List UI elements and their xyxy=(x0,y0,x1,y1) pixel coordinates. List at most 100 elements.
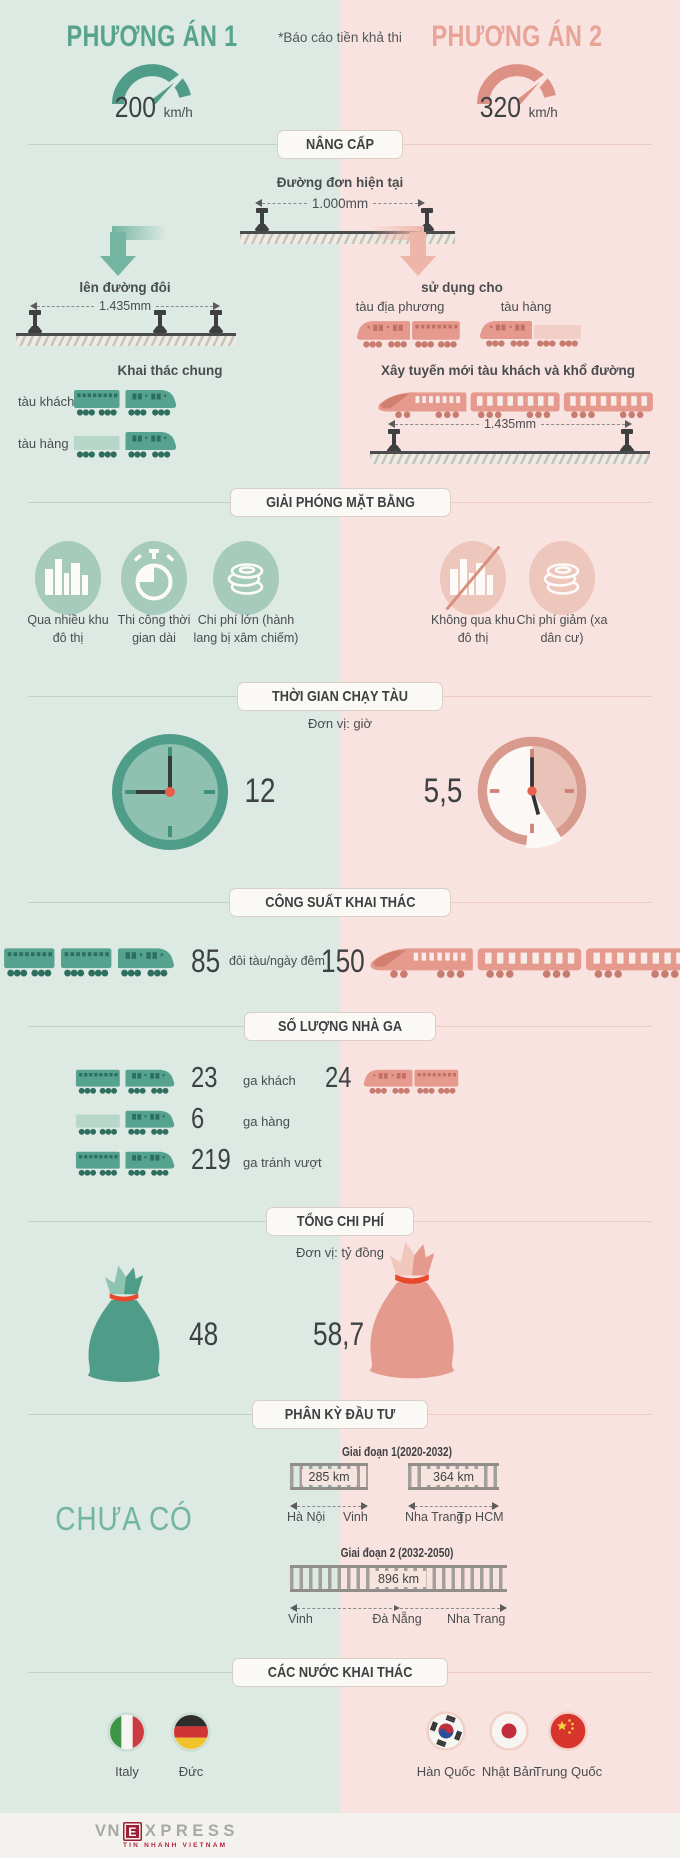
used-for-label: sử dụng cho xyxy=(421,280,503,295)
divider-line xyxy=(448,1671,653,1673)
highspeed-train-graphic xyxy=(371,386,655,419)
option1-speed: 200 km/h xyxy=(111,92,193,125)
freight-train-graphic xyxy=(73,428,178,459)
option2-title: PHƯƠNG ÁN 2 xyxy=(431,20,603,53)
time-value-option2: 5,5 xyxy=(423,772,463,810)
country-label: Đức xyxy=(178,1764,204,1779)
city-label: Vinh xyxy=(288,1612,313,1626)
phase1-title: Giai đoạn 1(2020-2032) xyxy=(342,1444,452,1459)
divider-line xyxy=(414,1220,653,1222)
speedometer-icon xyxy=(477,64,556,108)
local-train-graphic xyxy=(355,317,465,349)
divider-line xyxy=(403,143,653,145)
section-title-box: TỔNG CHI PHÍ xyxy=(265,1206,415,1236)
section-title-box: CÁC NƯỚC KHAI THÁC xyxy=(231,1657,449,1687)
country-label: Nhật Bản xyxy=(481,1764,537,1779)
section-header-phases: PHÂN KỲ ĐẦU TƯ xyxy=(28,1399,653,1429)
passenger-train-graphic xyxy=(73,386,178,417)
cost-unit-label: Đơn vị: tỷ đồng xyxy=(295,1245,385,1260)
logo-vn-text: VN xyxy=(95,1822,121,1840)
section-header-capacity: CÔNG SUẤT KHAI THÁC xyxy=(28,887,653,917)
clearance-item-label: Thi công thời gian dài xyxy=(117,613,191,645)
cost-value-option1: 48 xyxy=(189,1316,219,1352)
city-label: Nha Trang xyxy=(447,1612,506,1626)
south-korea-flag xyxy=(426,1711,466,1751)
freight-row-label: tàu hàng xyxy=(18,436,69,451)
gauge-dimension-1000: 1.000mm xyxy=(255,195,425,211)
stopwatch-icon xyxy=(121,541,187,615)
city-label: Hà Nội xyxy=(287,1510,326,1524)
cost-value-option2: 58,7 xyxy=(313,1316,365,1352)
dimension-line xyxy=(262,202,307,204)
section-title: GIẢI PHÓNG MẶT BẰNG xyxy=(265,493,415,511)
dimension-line xyxy=(541,423,626,425)
current-track-label: Đường đơn hiện tại xyxy=(276,175,404,190)
segment-span-arrow xyxy=(408,1499,499,1513)
gauge-value: 1.435mm xyxy=(98,299,152,313)
divider-line xyxy=(28,501,230,503)
station-row-train xyxy=(362,1066,463,1095)
divider-line xyxy=(436,1025,653,1027)
germany-flag xyxy=(171,1712,211,1752)
money-bag-icon-option2 xyxy=(369,1241,455,1379)
section-title: NÂNG CẤP xyxy=(306,135,375,153)
divider-line xyxy=(28,1220,266,1222)
station-count: 23 xyxy=(191,1062,218,1094)
section-title: CÔNG SUẤT KHAI THÁC xyxy=(264,893,416,911)
gauge-value: 1.000mm xyxy=(311,195,369,211)
rail-profile-icon xyxy=(25,310,45,334)
section-title: PHÂN KỲ ĐẦU TƯ xyxy=(284,1405,396,1423)
section-header-time: THỜI GIAN CHẠY TÀU xyxy=(28,681,652,711)
phase1-segment1-track: 285 km xyxy=(290,1463,368,1490)
mid-arrow xyxy=(394,1605,403,1611)
down-arrow-right-icon xyxy=(370,226,436,276)
distance-badge: 896 km xyxy=(371,1570,426,1587)
dimension-line xyxy=(37,305,94,307)
segment-span-arrow xyxy=(290,1601,507,1615)
section-header-stations: SỐ LƯỢNG NHÀ GA xyxy=(28,1011,653,1041)
coins-icon xyxy=(529,541,595,615)
speedometer-icon xyxy=(112,64,191,108)
gauge-dimension-1435-right: 1.435mm xyxy=(388,417,632,431)
speed-value: 320 xyxy=(479,92,521,124)
section-title: TỔNG CHI PHÍ xyxy=(296,1212,384,1230)
clock-icon-option2 xyxy=(477,736,587,849)
distance-badge: 364 km xyxy=(426,1468,481,1485)
country-label: Trung Quốc xyxy=(533,1764,603,1779)
divider-line xyxy=(450,501,652,503)
divider-line xyxy=(451,901,653,903)
dimension-line xyxy=(373,202,418,204)
clearance-item-label: Chi phí giảm (xa dân cư) xyxy=(516,613,608,645)
section-title-box: THỜI GIAN CHẠY TÀU xyxy=(236,681,444,711)
feasibility-note: *Báo cáo tiền khả thi xyxy=(278,30,402,45)
station-count-option2: 24 xyxy=(325,1062,352,1094)
city-label: Nha Trang xyxy=(405,1510,464,1524)
capacity-train-option2 xyxy=(362,941,680,979)
dimension-line xyxy=(400,1607,500,1609)
logo-tagline: TIN NHANH VIETNAM xyxy=(123,1842,228,1849)
station-row-train xyxy=(75,1148,176,1177)
section-title: CÁC NƯỚC KHAI THÁC xyxy=(267,1663,413,1681)
section-title-box: CÔNG SUẤT KHAI THÁC xyxy=(228,887,452,917)
city-label: Đà Nẵng xyxy=(372,1612,422,1626)
shared-operation-label: Khai thác chung xyxy=(117,363,223,378)
capacity-value-option1: 85 xyxy=(191,943,221,979)
double-track-label: lên đường đôi xyxy=(79,280,171,295)
money-bag-icon-option1 xyxy=(87,1265,161,1382)
dimension-line xyxy=(415,1505,492,1507)
speed-unit: km/h xyxy=(163,105,193,120)
time-unit-label: Đơn vị: giờ xyxy=(307,716,373,731)
track-ground xyxy=(16,333,236,346)
capacity-value-option2: 150 xyxy=(321,943,365,979)
country-label: Italy xyxy=(115,1764,139,1779)
time-value-option1: 12 xyxy=(244,772,276,810)
rail-profile-icon xyxy=(384,429,404,453)
freight-train-graphic xyxy=(478,317,586,348)
section-header-countries: CÁC NƯỚC KHAI THÁC xyxy=(28,1657,653,1687)
speed-value: 200 xyxy=(114,92,156,124)
clearance-item-label: Không qua khu đô thị xyxy=(430,613,516,645)
rail-profile-icon xyxy=(150,310,170,334)
new-line-label: Xây tuyến mới tàu khách và khổ đường xyxy=(380,363,636,378)
station-type-label: ga khách xyxy=(243,1073,296,1088)
station-count: 6 xyxy=(191,1103,205,1135)
